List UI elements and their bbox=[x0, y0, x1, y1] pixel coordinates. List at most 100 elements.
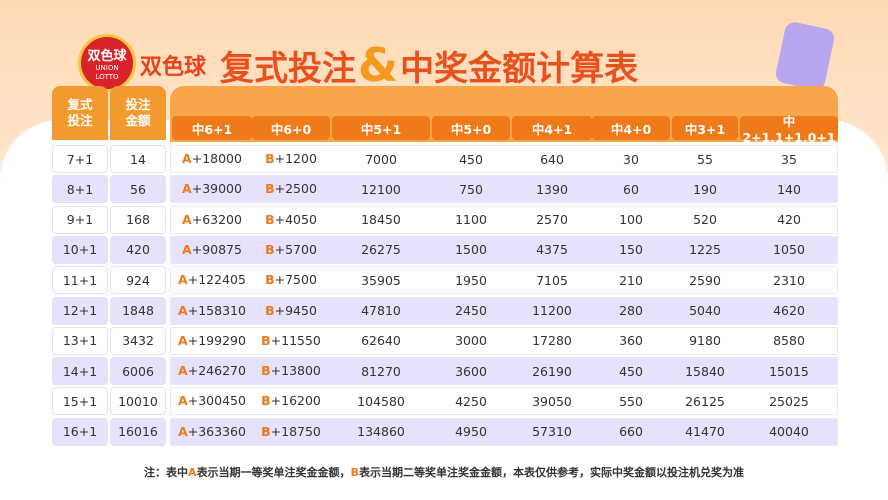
row-band bbox=[170, 145, 838, 173]
table-cell: 55 bbox=[697, 151, 713, 167]
table-cell: 450 bbox=[619, 363, 643, 379]
table-cell: 100 bbox=[619, 212, 643, 228]
table-cell: B+16200 bbox=[261, 393, 321, 409]
table-cell: 1100 bbox=[455, 212, 487, 228]
table-cell: 7105 bbox=[536, 272, 568, 288]
table-cell: 2450 bbox=[455, 303, 487, 318]
column-header: 中3+1 bbox=[672, 116, 738, 140]
table-cell: 10+1 bbox=[52, 235, 108, 264]
table-cell: 640 bbox=[540, 151, 564, 167]
table-cell: 420 bbox=[110, 235, 166, 264]
table-cell: 4375 bbox=[536, 242, 568, 258]
title-logo-word: 双色球 bbox=[140, 55, 207, 80]
table-cell: 41470 bbox=[685, 424, 725, 440]
table-cell: A+300450 bbox=[178, 393, 246, 409]
table-cell: 3600 bbox=[455, 363, 487, 379]
table-cell: A+18000 bbox=[182, 151, 242, 166]
table-cell: 150 bbox=[619, 242, 643, 258]
table-cell: B+11550 bbox=[261, 332, 321, 348]
logo-text: 双色球 bbox=[87, 48, 127, 64]
column-header: 复式投注 bbox=[52, 86, 108, 140]
table-cell: 8+1 bbox=[52, 175, 108, 204]
note-part: 表示当期一等奖单注奖金金额， bbox=[196, 466, 351, 479]
table-cell: A+158310 bbox=[178, 302, 246, 318]
column-header: 中2+1,1+1,0+1 bbox=[740, 114, 838, 145]
table-cell: 140 bbox=[777, 181, 801, 197]
row-band bbox=[170, 326, 838, 355]
table-cell: A+122405 bbox=[178, 272, 246, 288]
table-cell: 15840 bbox=[685, 363, 725, 379]
table-cell: 5040 bbox=[689, 303, 721, 318]
table-cell: 12100 bbox=[361, 181, 401, 197]
table-cell: 56 bbox=[110, 175, 166, 204]
table-cell: 12+1 bbox=[52, 296, 108, 325]
table-cell: 7+1 bbox=[52, 145, 108, 173]
table-cell: B+2500 bbox=[265, 181, 317, 197]
table-cell: 81270 bbox=[361, 363, 401, 379]
table-cell: 8580 bbox=[773, 333, 805, 349]
table-cell: 30 bbox=[623, 151, 639, 167]
table-cell: 750 bbox=[459, 181, 483, 197]
table-cell: 280 bbox=[619, 303, 643, 318]
table-cell: B+18750 bbox=[261, 423, 321, 439]
table-cell: B+13800 bbox=[261, 363, 321, 379]
table-cell: B+1200 bbox=[265, 151, 317, 166]
note-part: B bbox=[350, 465, 359, 479]
table-cell: 190 bbox=[693, 181, 717, 197]
column-header: 投注金额 bbox=[110, 86, 166, 140]
table-cell: 104580 bbox=[357, 393, 405, 409]
row-band bbox=[170, 417, 838, 446]
table-cell: 9180 bbox=[689, 333, 721, 349]
table-cell: A+363360 bbox=[178, 423, 246, 439]
table-cell: 924 bbox=[110, 266, 166, 295]
table-cell: B+4050 bbox=[265, 211, 317, 227]
table-cell: 39050 bbox=[532, 393, 572, 409]
row-band bbox=[170, 296, 838, 325]
table-cell: 15+1 bbox=[52, 387, 108, 416]
table-cell: 35 bbox=[781, 151, 797, 167]
table-cell: B+7500 bbox=[265, 272, 317, 288]
row-band bbox=[170, 235, 838, 264]
column-header: 中4+0 bbox=[592, 116, 670, 140]
title-left: 复式投注 bbox=[220, 48, 357, 89]
title-amp: & bbox=[358, 38, 399, 92]
table-cell: 7000 bbox=[365, 151, 397, 167]
table-cell: B+5700 bbox=[265, 241, 317, 257]
table-cell: 168 bbox=[110, 205, 166, 234]
column-header: 中6+1 bbox=[172, 116, 252, 140]
table-cell: 47810 bbox=[361, 303, 401, 318]
table-cell: B+9450 bbox=[265, 302, 317, 318]
table-cell: 17280 bbox=[532, 333, 572, 349]
table-cell: 9+1 bbox=[52, 205, 108, 234]
column-header: 中6+0 bbox=[252, 116, 330, 140]
table-cell: 26275 bbox=[361, 242, 401, 258]
table-cell: 520 bbox=[693, 212, 717, 228]
row-band bbox=[170, 175, 838, 204]
table-cell: 4250 bbox=[455, 393, 487, 409]
row-band bbox=[170, 205, 838, 234]
table-cell: 6006 bbox=[110, 357, 166, 386]
logo: 双色球 UNION LOTTO bbox=[78, 34, 136, 92]
table-cell: A+246270 bbox=[178, 363, 246, 379]
title-right: 中奖金额计算表 bbox=[400, 48, 639, 89]
title: 双色球 复式投注 & 中奖金额计算表 bbox=[140, 38, 639, 92]
table-cell: 1225 bbox=[689, 242, 721, 258]
table-cell: 1848 bbox=[110, 296, 166, 325]
table-cell: 14+1 bbox=[52, 357, 108, 386]
table-cell: 25025 bbox=[769, 393, 809, 409]
row-band bbox=[170, 387, 838, 416]
table-cell: 4620 bbox=[773, 303, 805, 318]
table-cell: 660 bbox=[619, 424, 643, 440]
table-cell: A+90875 bbox=[182, 241, 242, 257]
table-cell: 15015 bbox=[769, 363, 809, 379]
table-cell: 11+1 bbox=[52, 266, 108, 295]
calculator-icon bbox=[774, 20, 836, 92]
table-cell: 62640 bbox=[361, 333, 401, 349]
note: 注：表中 A 表示当期一等奖单注奖金金额， B 表示当期二等奖单注奖金金额，本表仅供参考… bbox=[0, 462, 888, 482]
table-cell: 14 bbox=[110, 145, 166, 173]
table-cell: A+63200 bbox=[182, 211, 242, 227]
note-part: 注：表中 bbox=[144, 466, 189, 479]
table-cell: 3000 bbox=[455, 333, 487, 349]
logo-sub: UNION LOTTO bbox=[95, 63, 119, 81]
